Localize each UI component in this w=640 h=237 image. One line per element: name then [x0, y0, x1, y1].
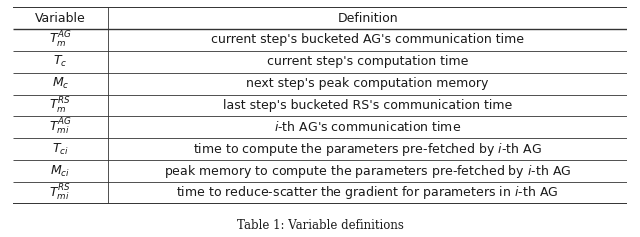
Text: last step's bucketed RS's communication time: last step's bucketed RS's communication …: [223, 99, 512, 112]
Text: current step's computation time: current step's computation time: [267, 55, 468, 68]
Text: Variable: Variable: [35, 12, 86, 25]
Text: time to reduce-scatter the gradient for parameters in $i$-th AG: time to reduce-scatter the gradient for …: [177, 184, 559, 201]
Text: Table 1: Variable definitions: Table 1: Variable definitions: [237, 219, 403, 232]
Text: $T_{mi}^{RS}$: $T_{mi}^{RS}$: [49, 183, 71, 203]
Text: $T_m^{RS}$: $T_m^{RS}$: [49, 96, 71, 115]
Text: $T_m^{AG}$: $T_m^{AG}$: [49, 30, 72, 50]
Text: $i$-th AG's communication time: $i$-th AG's communication time: [274, 120, 461, 134]
Text: $M_c$: $M_c$: [52, 76, 69, 91]
Text: $T_{mi}^{AG}$: $T_{mi}^{AG}$: [49, 117, 72, 137]
Text: $T_c$: $T_c$: [53, 54, 68, 69]
Text: $T_{ci}$: $T_{ci}$: [52, 142, 69, 157]
Text: Definition: Definition: [337, 12, 398, 25]
Text: next step's peak computation memory: next step's peak computation memory: [246, 77, 489, 90]
Text: $M_{ci}$: $M_{ci}$: [51, 164, 70, 179]
Text: peak memory to compute the parameters pre-fetched by $i$-th AG: peak memory to compute the parameters pr…: [164, 163, 572, 180]
Text: current step's bucketed AG's communication time: current step's bucketed AG's communicati…: [211, 33, 524, 46]
Text: time to compute the parameters pre-fetched by $i$-th AG: time to compute the parameters pre-fetch…: [193, 141, 542, 158]
